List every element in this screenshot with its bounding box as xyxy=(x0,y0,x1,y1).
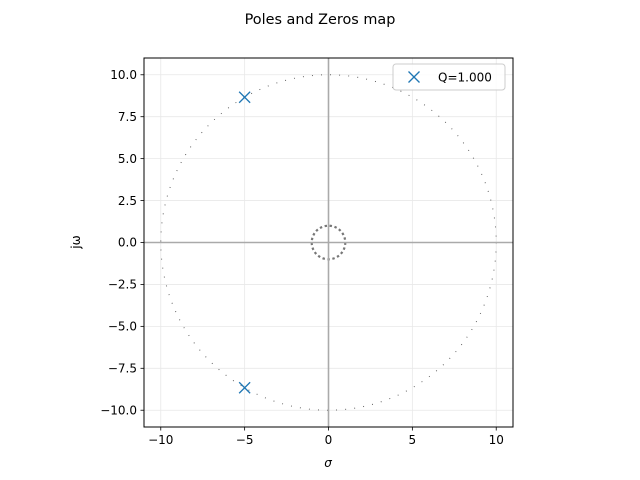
y-tick-label: 10.0 xyxy=(110,68,137,82)
plot-area: −10 −5 0 5 10 −10.0 −7.5 −5.0 −2.5 0.0 2.5 5.0 7.5 10… xyxy=(100,57,514,447)
y-tick-label: 7.5 xyxy=(118,110,137,124)
pole-marker xyxy=(238,381,251,394)
y-axis-label: jω xyxy=(69,235,83,249)
legend-label: Q=1.000 xyxy=(438,70,492,84)
pole-marker xyxy=(238,91,251,104)
data-layer xyxy=(144,58,513,427)
y-tick-label: −2.5 xyxy=(108,278,137,292)
y-tick-label: −10.0 xyxy=(100,403,137,417)
x-tick-label: 5 xyxy=(409,433,417,447)
x-tick-label: 0 xyxy=(325,433,333,447)
y-tick-label: −7.5 xyxy=(108,361,137,375)
y-tick-label: 0.0 xyxy=(118,236,137,250)
x-tick-label: −10 xyxy=(148,433,173,447)
x-axis-label: σ xyxy=(324,456,332,470)
legend-box xyxy=(392,63,506,91)
chart-title: Poles and Zeros map xyxy=(245,12,396,28)
x-tick-label: −5 xyxy=(236,433,254,447)
y-tick-label: 2.5 xyxy=(118,194,137,208)
y-tick-label: −5.0 xyxy=(108,320,137,334)
y-tick-label: 5.0 xyxy=(118,152,137,166)
legend-marker xyxy=(408,71,420,83)
x-tick-label: 10 xyxy=(489,433,504,447)
